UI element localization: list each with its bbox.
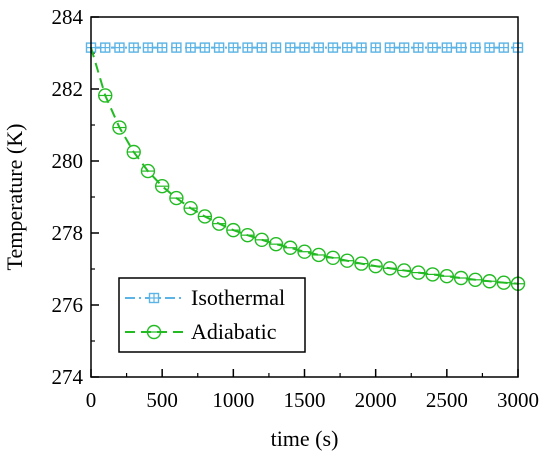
- data-point: [311, 247, 326, 263]
- y-tick-label: 274: [52, 365, 84, 389]
- series-line-adiabatic: [90, 47, 519, 285]
- data-point: [140, 163, 156, 179]
- data-point: [228, 42, 239, 53]
- data-point: [256, 42, 267, 53]
- data-point: [211, 216, 227, 231]
- data-point: [441, 42, 453, 53]
- data-point: [240, 227, 255, 243]
- y-tick-label: 278: [52, 221, 84, 245]
- x-axis-label: time (s): [271, 426, 339, 451]
- data-point: [340, 253, 355, 268]
- data-point: [498, 42, 509, 53]
- x-tick-label: 2500: [426, 388, 468, 412]
- data-point: [283, 240, 298, 255]
- data-point: [484, 42, 495, 53]
- x-tick-label: 1000: [212, 388, 254, 412]
- data-point: [197, 209, 213, 224]
- data-point: [156, 42, 168, 53]
- data-point: [171, 42, 182, 53]
- data-point: [154, 178, 170, 194]
- x-tick-label: 500: [146, 388, 178, 412]
- legend-label: Adiabatic: [191, 319, 277, 344]
- data-point: [169, 190, 184, 206]
- legend-entry: Isothermal: [125, 285, 285, 310]
- data-point: [354, 256, 369, 271]
- data-point: [254, 232, 269, 248]
- legend-label: Isothermal: [191, 285, 285, 310]
- series-isothermal: [85, 42, 524, 53]
- x-tick-label: 1500: [284, 388, 326, 412]
- data-point: [368, 258, 383, 274]
- data-point: [425, 267, 440, 282]
- data-point: [126, 144, 141, 160]
- legend-box: [118, 277, 306, 353]
- data-point: [268, 236, 284, 252]
- data-point: [482, 274, 497, 289]
- data-point: [382, 261, 398, 276]
- legend-marker: [148, 292, 160, 304]
- data-point: [325, 250, 341, 266]
- plot-frame: [90, 16, 519, 378]
- data-point: [313, 42, 324, 53]
- y-tick-label: 276: [52, 293, 84, 317]
- data-point: [213, 42, 225, 53]
- data-point: [468, 272, 483, 287]
- data-point: [226, 222, 241, 238]
- data-point: [370, 42, 381, 53]
- data-point: [356, 42, 367, 53]
- y-tick-label: 280: [52, 149, 84, 173]
- x-tick-label: 2000: [355, 388, 397, 412]
- data-point: [342, 42, 353, 53]
- data-point: [285, 42, 296, 53]
- data-point: [183, 200, 198, 216]
- data-point: [112, 120, 127, 135]
- series-adiabatic: [90, 47, 526, 291]
- x-tick-label: 3000: [497, 388, 539, 412]
- data-point: [185, 42, 196, 53]
- data-point: [455, 42, 467, 53]
- data-point: [427, 42, 438, 53]
- data-point: [98, 88, 113, 103]
- data-point: [100, 42, 111, 53]
- data-point: [199, 42, 211, 53]
- y-tick-label: 284: [52, 5, 84, 29]
- data-point: [242, 42, 253, 53]
- data-point: [398, 42, 410, 53]
- data-point: [299, 42, 310, 53]
- y-axis-label: Temperature (K): [2, 124, 27, 271]
- data-point: [496, 275, 511, 290]
- data-point: [413, 42, 424, 53]
- data-point: [327, 42, 339, 53]
- data-point: [270, 42, 282, 53]
- data-point: [297, 244, 312, 259]
- data-point: [142, 42, 154, 53]
- data-point: [411, 265, 426, 280]
- data-point: [114, 42, 125, 53]
- legend-marker: [146, 324, 162, 340]
- legend-entry: Adiabatic: [125, 319, 277, 344]
- y-tick-label: 282: [52, 77, 84, 101]
- data-point: [128, 42, 139, 53]
- data-point: [384, 42, 396, 53]
- data-point: [439, 269, 455, 284]
- data-point: [396, 263, 412, 278]
- data-point: [470, 42, 481, 53]
- x-tick-label: 0: [86, 388, 97, 412]
- data-point: [453, 270, 469, 286]
